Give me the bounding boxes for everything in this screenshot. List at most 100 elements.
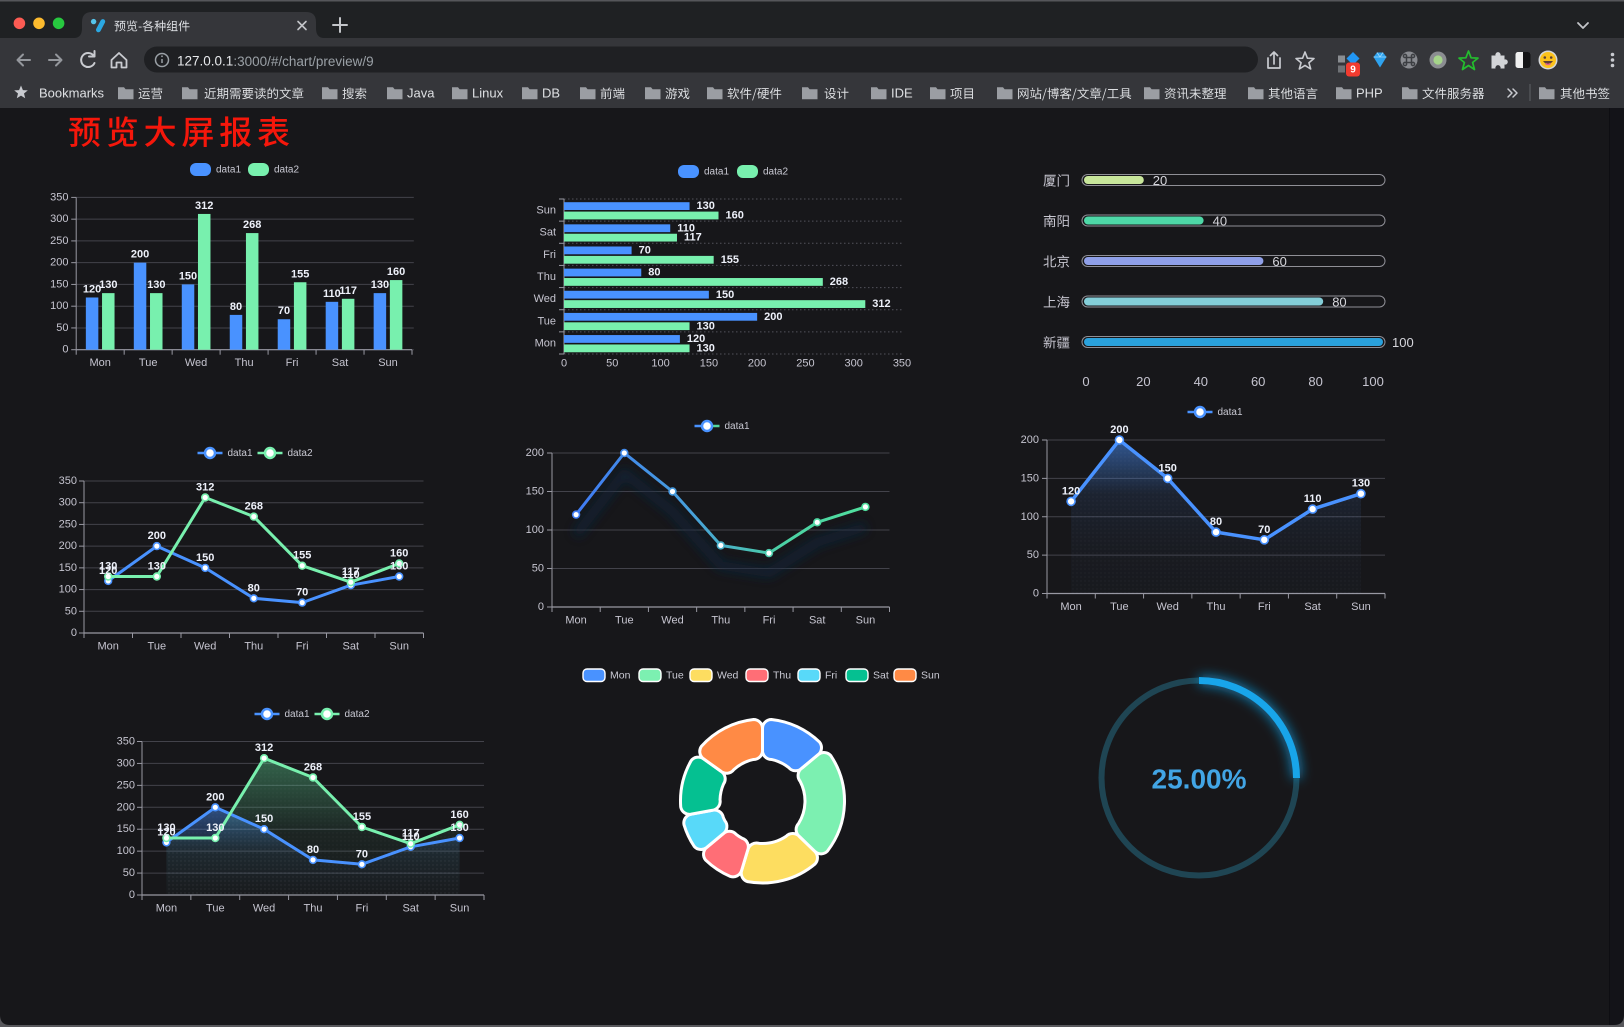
- svg-text:200: 200: [117, 801, 135, 813]
- svg-text:130: 130: [157, 822, 175, 834]
- svg-text:117: 117: [342, 566, 360, 578]
- svg-text:80: 80: [230, 301, 242, 313]
- svg-text:200: 200: [1021, 434, 1039, 446]
- svg-text:Wed: Wed: [717, 670, 739, 682]
- svg-text:data2: data2: [274, 165, 299, 176]
- svg-text:130: 130: [1352, 478, 1370, 490]
- svg-text:200: 200: [59, 540, 77, 552]
- svg-text:160: 160: [450, 809, 468, 821]
- svg-text:0: 0: [1082, 374, 1089, 389]
- svg-text:0: 0: [1033, 588, 1039, 600]
- svg-text:Fri: Fri: [296, 641, 309, 653]
- svg-text:200: 200: [764, 311, 782, 323]
- svg-text:268: 268: [304, 762, 322, 774]
- svg-text:150: 150: [255, 813, 273, 825]
- svg-text:312: 312: [255, 742, 273, 754]
- svg-text:130: 130: [148, 561, 166, 573]
- svg-text:110: 110: [323, 288, 341, 300]
- svg-text:0: 0: [538, 601, 544, 613]
- svg-text:80: 80: [1210, 516, 1222, 528]
- svg-text:312: 312: [872, 298, 890, 310]
- svg-text:250: 250: [50, 235, 68, 247]
- svg-text:110: 110: [1304, 493, 1322, 505]
- svg-text:80: 80: [248, 582, 260, 594]
- svg-text:155: 155: [353, 811, 371, 823]
- svg-text:Tue: Tue: [1110, 601, 1129, 613]
- svg-text:155: 155: [291, 268, 309, 280]
- svg-text:Sat: Sat: [539, 227, 556, 239]
- svg-text:160: 160: [387, 266, 405, 278]
- svg-text:40: 40: [1213, 214, 1227, 229]
- svg-text:117: 117: [684, 232, 702, 244]
- svg-text:IDE: IDE: [891, 86, 913, 101]
- svg-text:Mon: Mon: [535, 337, 556, 349]
- svg-text:268: 268: [830, 276, 848, 288]
- svg-text:350: 350: [59, 475, 77, 487]
- svg-text:350: 350: [893, 358, 911, 370]
- svg-text:Sat: Sat: [1304, 601, 1321, 613]
- svg-text:150: 150: [50, 278, 68, 290]
- svg-text:Sun: Sun: [389, 641, 409, 653]
- svg-text:Mon: Mon: [156, 903, 177, 915]
- svg-text:Sat: Sat: [332, 357, 349, 369]
- svg-text:Thu: Thu: [711, 615, 730, 627]
- svg-text:data2: data2: [288, 448, 313, 459]
- svg-text:312: 312: [195, 200, 213, 212]
- svg-text:268: 268: [243, 219, 261, 231]
- svg-text:80: 80: [648, 267, 660, 279]
- svg-text:160: 160: [726, 210, 744, 222]
- svg-text:50: 50: [606, 358, 618, 370]
- svg-text:PHP: PHP: [1356, 86, 1383, 101]
- svg-text:Tue: Tue: [615, 615, 634, 627]
- svg-text:data1: data1: [216, 165, 241, 176]
- svg-text:200: 200: [748, 358, 766, 370]
- svg-text:300: 300: [845, 358, 863, 370]
- svg-text:250: 250: [117, 779, 135, 791]
- svg-text:80: 80: [307, 844, 319, 856]
- svg-text:Sat: Sat: [343, 641, 360, 653]
- svg-text:DB: DB: [542, 86, 560, 101]
- svg-text:Tue: Tue: [206, 903, 225, 915]
- svg-text:50: 50: [123, 867, 135, 879]
- svg-text:155: 155: [293, 550, 311, 562]
- svg-text:Sun: Sun: [536, 205, 556, 217]
- svg-text:Mon: Mon: [1060, 601, 1081, 613]
- svg-text:50: 50: [65, 605, 77, 617]
- svg-text:100: 100: [526, 524, 544, 536]
- svg-text:155: 155: [721, 254, 739, 266]
- svg-text:Thu: Thu: [537, 271, 556, 283]
- svg-text:data2: data2: [345, 709, 370, 720]
- svg-text:Sun: Sun: [450, 903, 470, 915]
- svg-text:Mon: Mon: [89, 357, 110, 369]
- svg-text:Thu: Thu: [773, 670, 791, 682]
- svg-text:130: 130: [371, 279, 389, 291]
- svg-text:130: 130: [147, 279, 165, 291]
- svg-text:Tue: Tue: [537, 315, 556, 327]
- svg-text:0: 0: [62, 344, 68, 356]
- svg-text:100: 100: [1392, 335, 1414, 350]
- svg-text:70: 70: [278, 305, 290, 317]
- svg-text:130: 130: [697, 343, 715, 355]
- svg-text:Sat: Sat: [402, 903, 419, 915]
- svg-text:Wed: Wed: [194, 641, 216, 653]
- svg-text:150: 150: [1021, 472, 1039, 484]
- svg-text:Sun: Sun: [378, 357, 398, 369]
- svg-text:Sun: Sun: [1351, 601, 1371, 613]
- svg-text:130: 130: [450, 822, 468, 834]
- svg-text:70: 70: [356, 848, 368, 860]
- svg-text:150: 150: [716, 289, 734, 301]
- svg-text:120: 120: [99, 565, 117, 577]
- svg-text:120: 120: [687, 333, 705, 345]
- svg-text:127.0.0.1:3000/#/chart/preview: 127.0.0.1:3000/#/chart/preview/9: [177, 54, 374, 69]
- svg-text:200: 200: [1110, 424, 1128, 436]
- svg-text:130: 130: [697, 320, 715, 332]
- svg-text:100: 100: [651, 358, 669, 370]
- svg-text:Sat: Sat: [809, 615, 826, 627]
- svg-text:150: 150: [1159, 462, 1177, 474]
- svg-text:300: 300: [117, 757, 135, 769]
- svg-text:20: 20: [1153, 173, 1167, 188]
- svg-text:50: 50: [1027, 549, 1039, 561]
- svg-text:Fri: Fri: [763, 615, 776, 627]
- svg-text:268: 268: [245, 501, 263, 513]
- svg-text:130: 130: [697, 200, 715, 212]
